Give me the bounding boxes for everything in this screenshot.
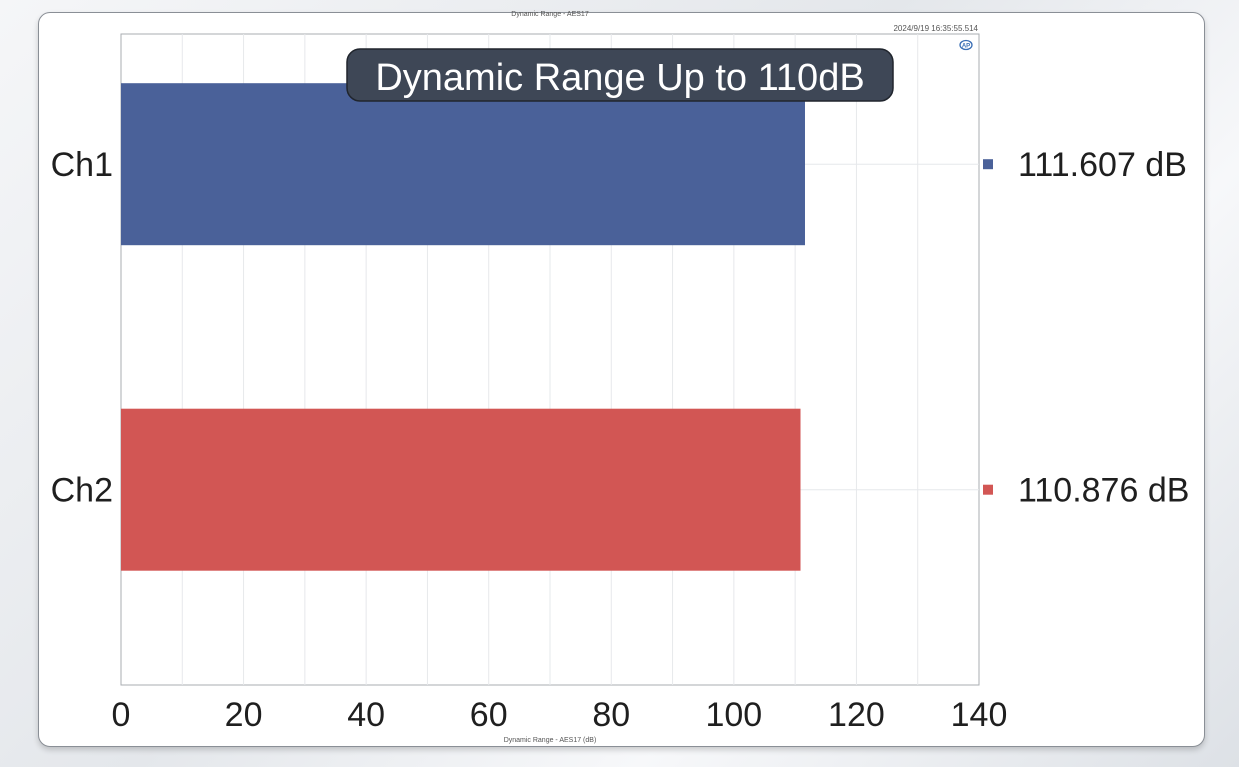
x-tick-label: 140 xyxy=(951,696,1008,734)
x-tick-label: 80 xyxy=(592,696,630,734)
x-tick-label: 0 xyxy=(112,696,131,734)
x-tick-label: 40 xyxy=(347,696,385,734)
bars xyxy=(121,83,805,571)
banner-text: Dynamic Range Up to 110dB xyxy=(375,57,864,99)
chart-timestamp: 2024/9/19 16:35:55.514 xyxy=(893,24,978,33)
value-legend: 111.607 dB 110.876 dB xyxy=(983,146,1189,510)
x-tick-label: 60 xyxy=(470,696,508,734)
bar xyxy=(121,83,805,246)
legend-swatch xyxy=(983,159,993,170)
category-label: Ch2 xyxy=(51,472,113,510)
x-tick-label: 100 xyxy=(705,696,762,734)
svg-text:AP: AP xyxy=(962,44,970,50)
x-axis-label: Dynamic Range - AES17 (dB) xyxy=(504,737,597,744)
x-axis-ticks: 0 20 40 60 80 100 120 140 xyxy=(112,696,1008,734)
bar xyxy=(121,408,801,571)
value-label: 111.607 dB xyxy=(1018,146,1187,184)
chart-title: Dynamic Range - AES17 xyxy=(511,11,589,18)
x-tick-label: 120 xyxy=(828,696,885,734)
value-label: 110.876 dB xyxy=(1018,472,1189,510)
category-label: Ch1 xyxy=(51,146,113,184)
legend-swatch xyxy=(983,484,993,495)
x-tick-label: 20 xyxy=(225,696,263,734)
y-axis-categories: Ch1 Ch2 xyxy=(51,146,113,510)
ap-logo-icon: AP xyxy=(959,39,973,51)
title-banner: Dynamic Range Up to 110dB xyxy=(346,48,894,102)
